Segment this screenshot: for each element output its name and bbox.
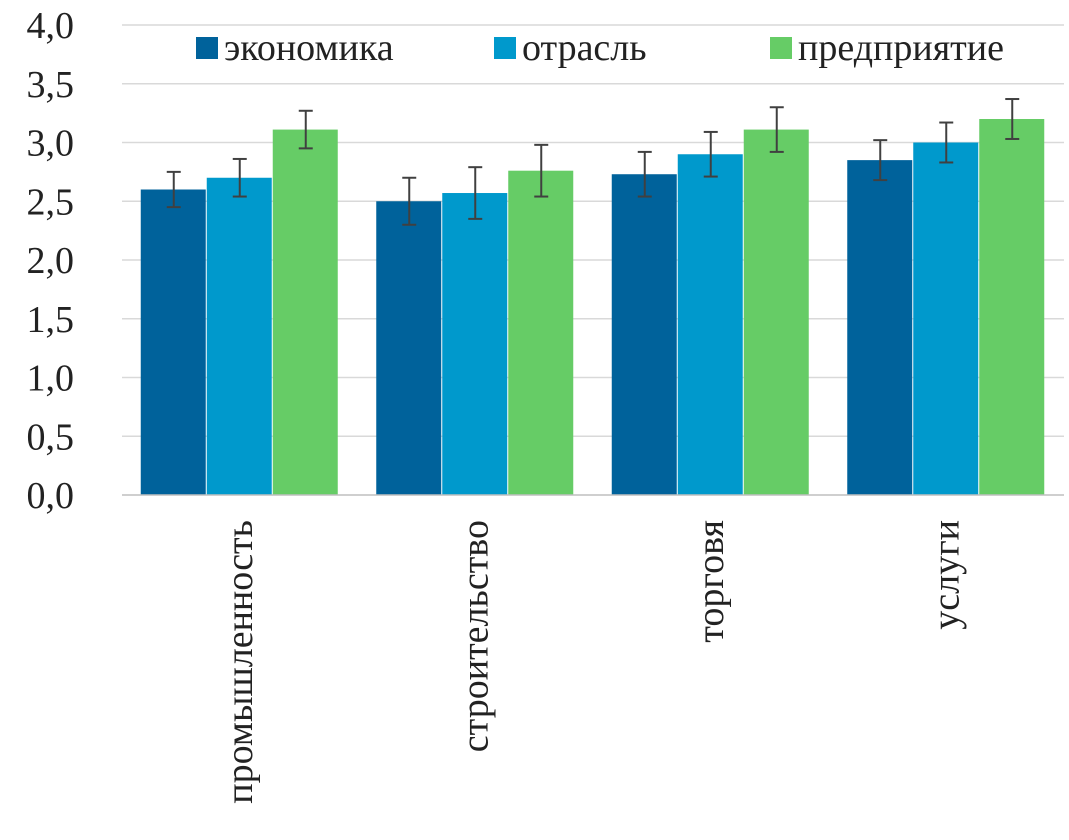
bar-экономика bbox=[140, 189, 206, 495]
category-label: промышленность bbox=[219, 520, 261, 804]
y-tick-label: 1,0 bbox=[27, 358, 75, 400]
error-bar bbox=[232, 157, 247, 198]
bar-экономика bbox=[376, 201, 442, 495]
legend-label: отрасль bbox=[522, 27, 647, 69]
legend-label: экономика bbox=[224, 27, 394, 69]
bar-предприятие bbox=[508, 170, 574, 495]
y-tick-label: 0,5 bbox=[27, 416, 75, 458]
error-bar bbox=[298, 109, 313, 150]
y-tick-label: 2,0 bbox=[27, 240, 75, 282]
bar-отрасль bbox=[206, 177, 272, 495]
bar-экономика bbox=[847, 160, 913, 495]
legend-item: предприятие bbox=[770, 27, 1004, 69]
legend-item: экономика bbox=[196, 27, 394, 69]
bar-предприятие bbox=[979, 119, 1045, 495]
bar-предприятие bbox=[272, 129, 338, 495]
y-tick-label: 3,0 bbox=[27, 123, 75, 165]
error-bar bbox=[468, 166, 483, 220]
bar-отрасль bbox=[677, 154, 743, 495]
category-label: строительство bbox=[454, 520, 496, 752]
y-tick-label: 2,5 bbox=[27, 181, 75, 223]
legend-label: предприятие bbox=[798, 27, 1004, 69]
error-bar bbox=[166, 170, 181, 209]
y-tick-label: 0,0 bbox=[27, 475, 75, 517]
legend-swatch bbox=[196, 37, 218, 59]
error-bars bbox=[166, 98, 1020, 226]
y-tick-label: 4,0 bbox=[27, 5, 75, 47]
category-label: услуги bbox=[925, 520, 967, 630]
legend-swatch bbox=[770, 37, 792, 59]
error-bar bbox=[703, 130, 718, 178]
error-bar bbox=[769, 106, 784, 153]
legend-swatch bbox=[494, 37, 516, 59]
error-bar bbox=[402, 176, 417, 226]
legend-item: отрасль bbox=[494, 27, 647, 69]
category-labels: промышленность строительство торговя услуги bbox=[219, 520, 968, 804]
error-bar bbox=[1005, 98, 1020, 140]
y-axis-ticks: 0,0 0,5 1,0 1,5 2,0 2,5 3,0 3,5 4,0 bbox=[27, 5, 75, 517]
bar-экономика bbox=[611, 174, 677, 495]
y-tick-label: 3,5 bbox=[27, 64, 75, 106]
bar-отрасль bbox=[913, 142, 979, 495]
legend: экономика отрасль предприятие bbox=[196, 27, 1004, 69]
bar-отрасль bbox=[442, 193, 508, 495]
error-bar bbox=[939, 121, 954, 164]
error-bar bbox=[873, 139, 888, 182]
error-bar bbox=[534, 143, 549, 198]
bars bbox=[140, 119, 1045, 495]
bar-предприятие bbox=[743, 129, 809, 495]
error-bar bbox=[637, 150, 652, 198]
category-label: торговя bbox=[690, 520, 732, 643]
y-tick-label: 1,5 bbox=[27, 299, 75, 341]
